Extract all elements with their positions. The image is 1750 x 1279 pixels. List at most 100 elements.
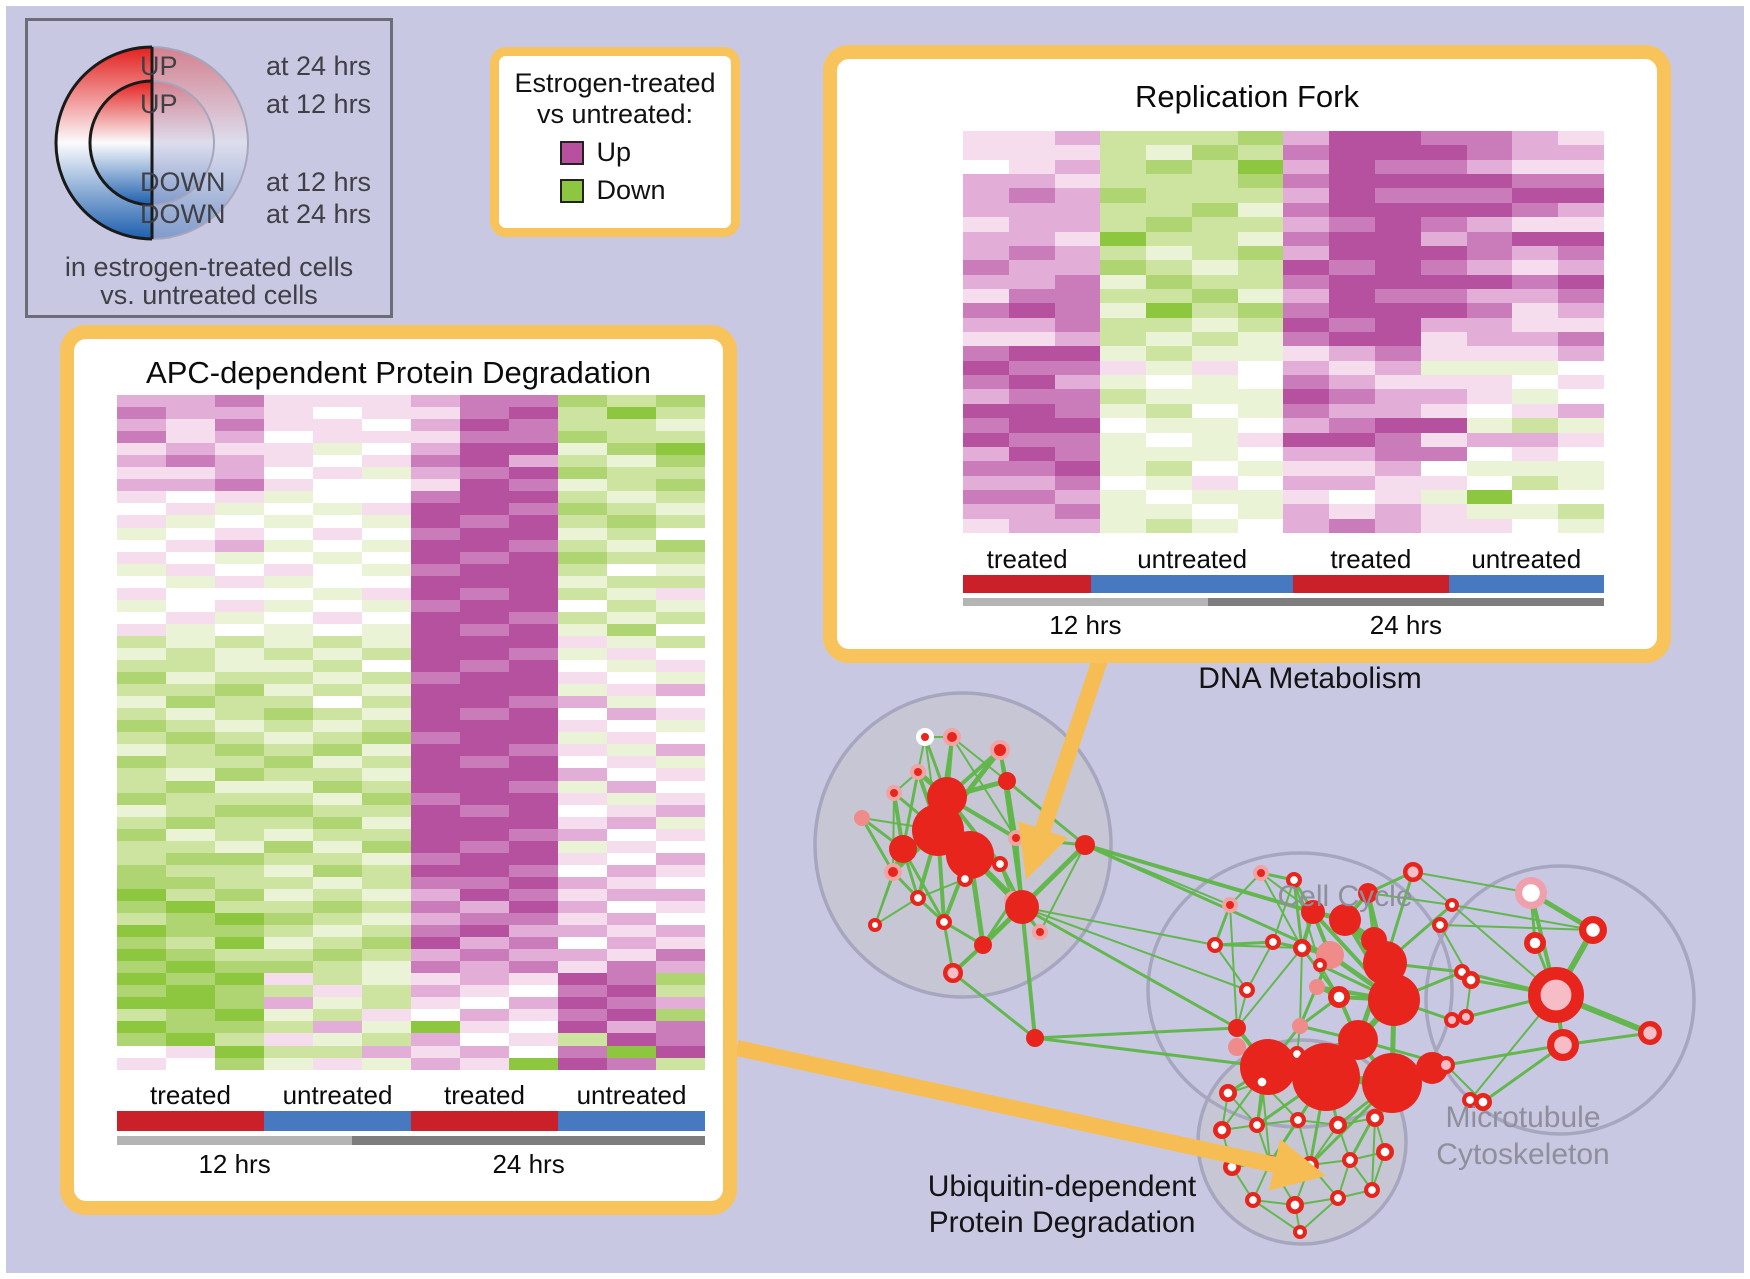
network-node[interactable] [910, 764, 926, 780]
network-node[interactable] [990, 740, 1010, 760]
network-node[interactable] [1437, 1056, 1456, 1075]
network-node[interactable] [1292, 939, 1311, 958]
network-node[interactable] [992, 856, 1009, 873]
heatmap-cell [166, 949, 215, 962]
network-node[interactable] [1328, 1115, 1347, 1134]
network-node[interactable] [943, 963, 963, 983]
network-node[interactable] [1523, 931, 1546, 954]
network-node[interactable] [936, 914, 953, 931]
heatmap-cell [166, 539, 215, 552]
heatmap-cell [1558, 432, 1604, 447]
heatmap-cell [1237, 131, 1284, 146]
network-node[interactable] [884, 863, 902, 881]
heatmap-cell [411, 467, 460, 480]
network-node[interactable] [1363, 1181, 1380, 1198]
network-node[interactable] [1445, 898, 1459, 912]
network-node[interactable] [1341, 1151, 1358, 1168]
heatmap-cell [215, 1021, 264, 1034]
network-node[interactable] [1218, 1083, 1237, 1102]
network-node[interactable] [1285, 1195, 1304, 1214]
network-node[interactable] [1313, 958, 1327, 972]
network-node[interactable] [1238, 982, 1255, 999]
network-node[interactable] [1292, 1043, 1360, 1111]
network-node[interactable] [886, 785, 902, 801]
network-node[interactable] [1026, 1029, 1044, 1047]
network-node[interactable] [1327, 985, 1350, 1008]
heatmap-cell [166, 1045, 215, 1058]
network-node[interactable] [889, 835, 917, 863]
network-node[interactable] [1228, 1038, 1246, 1056]
network-node[interactable] [868, 918, 882, 932]
network-node[interactable] [1365, 1108, 1384, 1127]
heatmap-cell [1466, 159, 1513, 175]
network-node[interactable] [1403, 862, 1423, 882]
network-node[interactable] [916, 728, 934, 746]
network-node[interactable] [854, 810, 870, 826]
network-node[interactable] [1363, 941, 1407, 985]
network-node[interactable] [1005, 890, 1039, 924]
heatmap-cell [215, 828, 264, 841]
heatmap-cell [1146, 346, 1192, 361]
network-node[interactable] [998, 772, 1016, 790]
network-node[interactable] [1338, 1020, 1378, 1060]
network-node[interactable] [1253, 865, 1269, 881]
heatmap-cell [1420, 432, 1467, 447]
network-node[interactable] [1252, 1072, 1271, 1091]
heatmap-cell [411, 900, 460, 914]
network-node[interactable] [1362, 1053, 1422, 1113]
network-node[interactable] [1461, 971, 1480, 990]
network-node[interactable] [1444, 1012, 1460, 1028]
heatmap-cell [362, 599, 411, 612]
network-node[interactable] [1075, 835, 1095, 855]
network-node[interactable] [1546, 1028, 1579, 1061]
heatmap-row [117, 816, 705, 829]
heatmap-cell [313, 431, 362, 444]
network-node[interactable] [946, 831, 994, 879]
network-edge [1021, 906, 1248, 991]
network-node[interactable] [1309, 979, 1325, 995]
heatmap-cell [1008, 260, 1055, 275]
network-node[interactable] [1458, 1009, 1474, 1025]
network-node[interactable] [1244, 1191, 1261, 1208]
heatmap-cell [509, 611, 558, 624]
network-node[interactable] [1206, 937, 1223, 954]
network-node[interactable] [1528, 966, 1585, 1023]
network-node[interactable] [1579, 916, 1608, 945]
network-node[interactable] [1431, 917, 1448, 934]
network-node[interactable] [1222, 897, 1238, 913]
up-color-swatch [559, 140, 584, 165]
network-node[interactable] [974, 936, 992, 954]
network-node[interactable] [1514, 876, 1547, 909]
network-node[interactable] [943, 728, 961, 746]
network-node[interactable] [1212, 1120, 1231, 1139]
network-node[interactable] [957, 871, 974, 888]
network-node[interactable] [1228, 1019, 1246, 1037]
network-node[interactable] [1358, 883, 1378, 903]
heatmap-cell [1283, 403, 1330, 419]
heatmap-row [117, 395, 705, 408]
heatmap-cell [1237, 274, 1284, 289]
network-node[interactable] [910, 890, 927, 907]
network-node[interactable] [1292, 1018, 1308, 1034]
network-node[interactable] [1301, 900, 1325, 924]
network-node[interactable] [1264, 934, 1281, 951]
heatmap-cell [1054, 174, 1101, 189]
network-node[interactable] [1329, 1189, 1346, 1206]
network-node[interactable] [1473, 1092, 1492, 1111]
heatmap-cell [1054, 489, 1101, 505]
heatmap-cell [264, 864, 313, 877]
network-node[interactable] [1285, 872, 1302, 889]
network-node[interactable] [1289, 1111, 1306, 1128]
heatmap-cell [963, 504, 1009, 519]
network-node[interactable] [1375, 1142, 1394, 1161]
network-node[interactable] [1248, 1116, 1265, 1133]
network-node[interactable] [1329, 904, 1361, 936]
network-node[interactable] [1032, 924, 1048, 940]
network-node[interactable] [1637, 1021, 1662, 1046]
network-node[interactable] [1008, 830, 1024, 846]
heatmap-cell [411, 756, 460, 769]
heatmap-row [963, 346, 1604, 361]
network-node[interactable] [1293, 1225, 1307, 1239]
network-node[interactable] [1368, 974, 1420, 1026]
